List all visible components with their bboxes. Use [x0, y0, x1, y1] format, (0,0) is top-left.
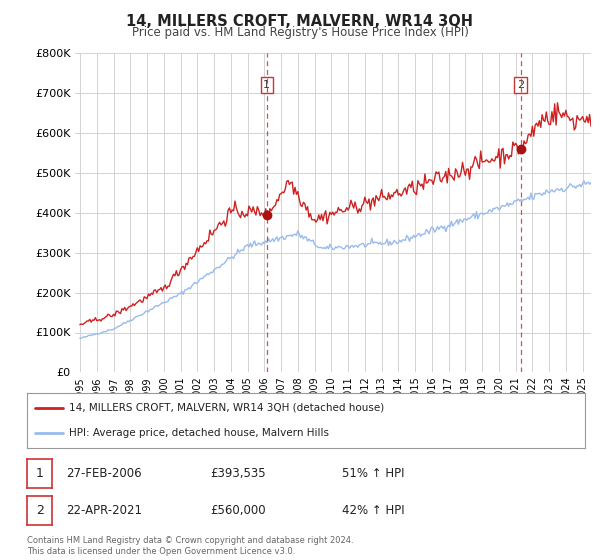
Text: 27-FEB-2006: 27-FEB-2006 [66, 467, 142, 480]
Text: 14, MILLERS CROFT, MALVERN, WR14 3QH (detached house): 14, MILLERS CROFT, MALVERN, WR14 3QH (de… [69, 403, 384, 413]
Text: £393,535: £393,535 [210, 467, 266, 480]
Text: 1: 1 [263, 80, 271, 90]
Text: 2: 2 [35, 503, 44, 517]
Text: Contains HM Land Registry data © Crown copyright and database right 2024.
This d: Contains HM Land Registry data © Crown c… [27, 536, 353, 556]
Text: 1: 1 [35, 467, 44, 480]
Text: 2: 2 [517, 80, 524, 90]
Text: HPI: Average price, detached house, Malvern Hills: HPI: Average price, detached house, Malv… [69, 428, 329, 438]
Text: Price paid vs. HM Land Registry's House Price Index (HPI): Price paid vs. HM Land Registry's House … [131, 26, 469, 39]
Text: 14, MILLERS CROFT, MALVERN, WR14 3QH: 14, MILLERS CROFT, MALVERN, WR14 3QH [127, 14, 473, 29]
Text: 22-APR-2021: 22-APR-2021 [66, 503, 142, 517]
Text: £560,000: £560,000 [210, 503, 266, 517]
Text: 51% ↑ HPI: 51% ↑ HPI [342, 467, 404, 480]
Text: 42% ↑ HPI: 42% ↑ HPI [342, 503, 404, 517]
